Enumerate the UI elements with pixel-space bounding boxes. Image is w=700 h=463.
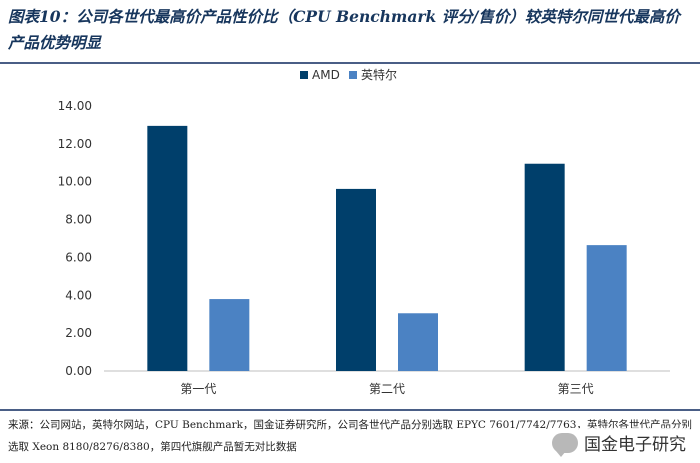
- watermark-text: 国金电子研究: [584, 435, 686, 455]
- y-tick-label: 0.00: [65, 364, 92, 378]
- bar-amd-3: [524, 163, 565, 371]
- y-tick-label: 10.00: [58, 175, 92, 189]
- wechat-logo-icon: [552, 432, 578, 457]
- bar-intel-3: [586, 245, 627, 371]
- bar-amd-1: [147, 125, 188, 371]
- legend-swatch-amd: [300, 71, 308, 79]
- y-tick-label: 12.00: [58, 137, 92, 151]
- legend-label-amd: AMD: [312, 68, 340, 82]
- y-tick-label: 4.00: [65, 288, 92, 302]
- bar-intel-2: [398, 313, 438, 371]
- chart-title: 图表10：公司各世代最高价产品性价比（CPU Benchmark 评分/售价）较…: [8, 7, 680, 52]
- x-tick-label: 第二代: [369, 382, 405, 396]
- y-tick-label: 8.00: [65, 213, 92, 227]
- bar-intel-1: [209, 299, 250, 371]
- source-note: 来源：公司网站，英特尔网站，CPU Benchmark，国金证券研究所，公司各世…: [8, 419, 692, 453]
- x-tick-label: 第一代: [180, 382, 216, 396]
- top-divider: [0, 62, 700, 64]
- legend-label-intel: 英特尔: [361, 67, 397, 82]
- y-tick-label: 2.00: [65, 326, 92, 340]
- y-tick-label: 14.00: [58, 99, 92, 113]
- bar-amd-2: [336, 188, 376, 371]
- y-tick-label: 6.00: [65, 250, 92, 264]
- legend-swatch-intel: [349, 71, 357, 79]
- bottom-divider: [0, 409, 700, 411]
- bar-chart: 0.00 2.00 4.00 6.00 8.00 10.00 12.00 14.00 第一代 第二…: [58, 67, 670, 396]
- watermark: 国金电子研究: [548, 428, 690, 457]
- x-tick-label: 第三代: [558, 382, 594, 396]
